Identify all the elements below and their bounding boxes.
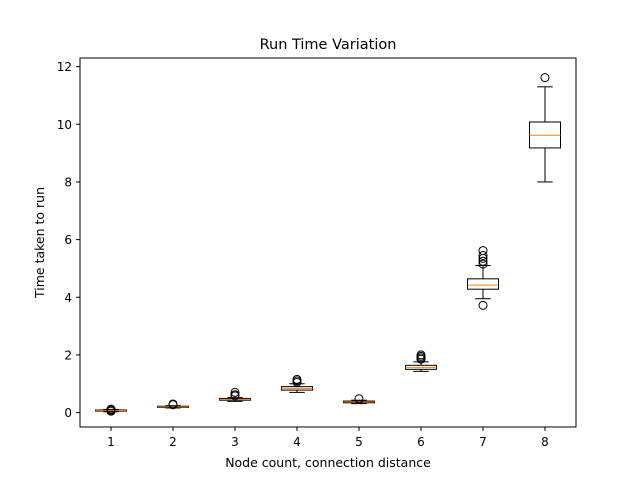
outlier-point xyxy=(292,374,302,384)
plot-area xyxy=(95,73,561,416)
x-tick-label: 7 xyxy=(479,435,487,449)
outlier-point xyxy=(478,246,488,256)
y-tick-label: 8 xyxy=(64,175,72,189)
box-group-3 xyxy=(219,387,251,402)
box-group-7 xyxy=(467,246,499,310)
outlier-point xyxy=(540,73,550,83)
outlier-point xyxy=(478,250,488,260)
box-group-4 xyxy=(281,374,313,393)
y-tick-label: 2 xyxy=(64,348,72,362)
y-tick-label: 0 xyxy=(64,406,72,420)
x-tick-label: 2 xyxy=(169,435,177,449)
outlier-point xyxy=(168,399,178,409)
plot-frame xyxy=(79,57,577,428)
box-group-2 xyxy=(157,399,189,410)
y-tick-label: 6 xyxy=(64,233,72,247)
outlier-point xyxy=(478,259,488,269)
outlier-point xyxy=(106,404,116,414)
x-axis-label: Node count, connection distance xyxy=(225,455,431,470)
outlier-point xyxy=(478,300,488,310)
outlier-point xyxy=(478,256,488,266)
x-tick-label: 6 xyxy=(417,435,425,449)
x-tick-label: 1 xyxy=(107,435,115,449)
chart-title: Run Time Variation xyxy=(260,37,397,53)
outlier-point xyxy=(230,387,240,397)
y-axis-label: Time taken to run xyxy=(32,187,47,299)
x-tick-label: 3 xyxy=(231,435,239,449)
box-group-8 xyxy=(529,73,561,183)
x-tick-label: 4 xyxy=(293,435,301,449)
x-tick-label: 5 xyxy=(355,435,363,449)
y-tick-label: 4 xyxy=(64,291,72,305)
box-group-1 xyxy=(95,404,127,416)
outlier-point xyxy=(354,394,364,404)
y-axis: 0 2 4 6 8 10 12 xyxy=(57,60,80,420)
x-axis: 1 2 3 4 5 6 7 8 xyxy=(107,427,549,449)
y-tick-label: 10 xyxy=(57,118,72,132)
outlier-point xyxy=(230,390,240,400)
box-group-5 xyxy=(343,394,375,405)
y-tick-label: 12 xyxy=(57,60,72,74)
box-group-6 xyxy=(405,350,437,372)
x-tick-label: 8 xyxy=(541,435,549,449)
outlier-point xyxy=(416,350,426,360)
box-iqr xyxy=(467,278,499,290)
